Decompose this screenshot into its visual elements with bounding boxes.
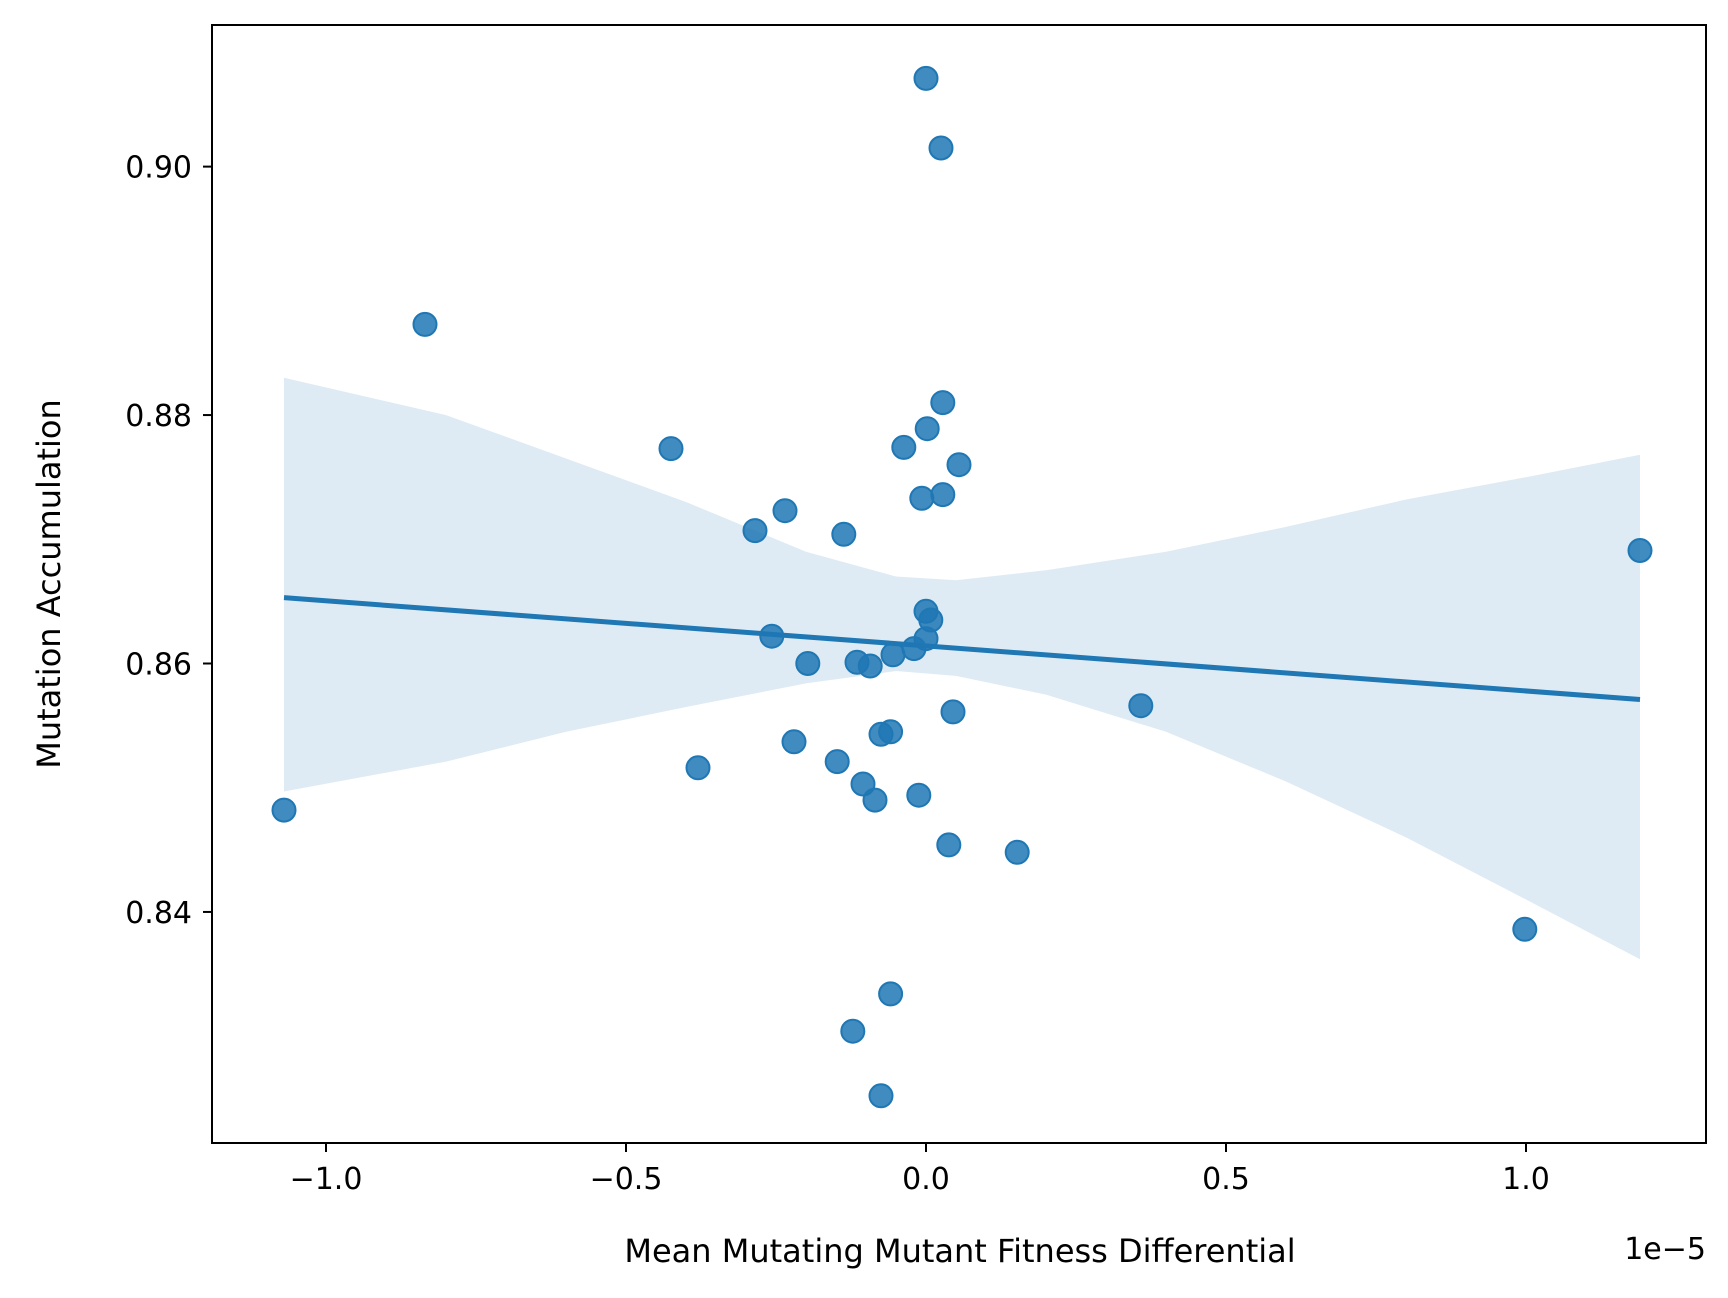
x-axis: −1.0 −0.5 0.0 0.5 1.0 <box>290 1143 1550 1197</box>
y-tick-label: 0.86 <box>125 648 192 683</box>
data-point <box>891 434 917 460</box>
data-point <box>936 832 962 858</box>
data-point <box>878 719 904 745</box>
y-tick-label: 0.90 <box>125 151 192 186</box>
data-point <box>862 787 888 813</box>
data-point <box>824 749 850 775</box>
data-point <box>685 755 711 781</box>
data-point <box>271 797 297 823</box>
data-point <box>795 651 821 676</box>
data-point <box>1128 693 1154 719</box>
scatter-points <box>271 65 1653 1109</box>
data-point <box>759 623 785 649</box>
x-tick-label: −0.5 <box>590 1162 663 1197</box>
data-point <box>772 498 798 524</box>
data-point <box>914 416 940 442</box>
data-point <box>412 311 438 337</box>
data-point <box>940 699 966 725</box>
data-point <box>868 1083 894 1109</box>
data-point <box>1627 538 1653 563</box>
x-tick-label: 1.0 <box>1502 1162 1550 1197</box>
data-point <box>946 452 972 478</box>
data-point <box>781 729 807 755</box>
data-point <box>1004 839 1030 865</box>
data-point <box>878 981 904 1007</box>
data-point <box>742 518 768 544</box>
y-axis-label: Mutation Accumulation <box>30 399 68 769</box>
data-point <box>831 521 857 547</box>
data-point <box>1512 916 1538 942</box>
x-axis-offset-label: 1e−5 <box>1624 1232 1706 1267</box>
data-point <box>930 482 956 508</box>
data-point <box>906 782 932 808</box>
data-point <box>909 485 935 511</box>
data-point <box>930 390 956 416</box>
data-point <box>880 642 906 668</box>
confidence-band <box>284 377 1640 960</box>
x-tick-label: 0.5 <box>1202 1162 1250 1197</box>
x-tick-label: −1.0 <box>290 1162 363 1197</box>
data-point <box>857 653 883 679</box>
data-point <box>658 436 684 462</box>
y-axis: 0.84 0.86 0.88 0.90 <box>125 151 212 931</box>
y-tick-label: 0.88 <box>125 399 192 434</box>
data-point <box>901 636 927 662</box>
data-point <box>913 65 939 91</box>
x-axis-label: Mean Mutating Mutant Fitness Differentia… <box>624 1232 1295 1270</box>
plot-frame <box>211 24 1707 1144</box>
x-tick-label: 0.0 <box>902 1162 950 1197</box>
data-point <box>840 1018 866 1044</box>
data-point <box>928 135 954 161</box>
y-tick-label: 0.84 <box>125 896 192 931</box>
regression-line <box>283 595 1641 703</box>
